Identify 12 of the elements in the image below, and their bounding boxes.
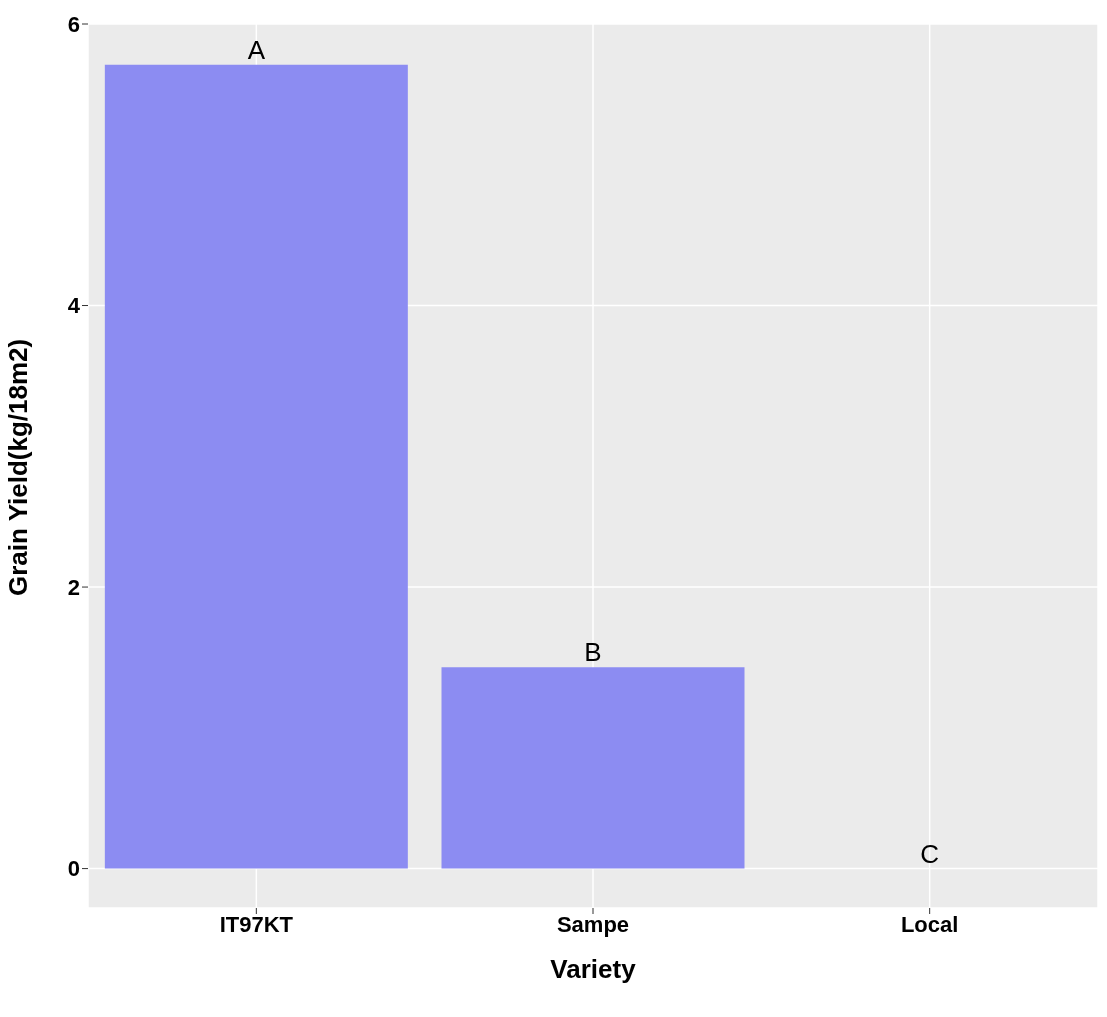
x-tick-label: Sampe (556, 911, 630, 937)
x-tick-label: Local (900, 911, 959, 937)
y-tick-label: 4 (67, 293, 81, 319)
y-tick-label: 0 (67, 856, 80, 882)
data-label: B (584, 637, 602, 668)
data-label: A (247, 34, 266, 65)
y-tick-label: 6 (67, 11, 80, 37)
x-tick-label: IT97KT (219, 911, 294, 937)
data-label: C (920, 838, 940, 869)
x-axis-title: Variety (550, 954, 637, 984)
y-axis-title: Grain Yield(kg/18m2) (3, 338, 34, 596)
y-tick-label: 2 (67, 574, 80, 600)
